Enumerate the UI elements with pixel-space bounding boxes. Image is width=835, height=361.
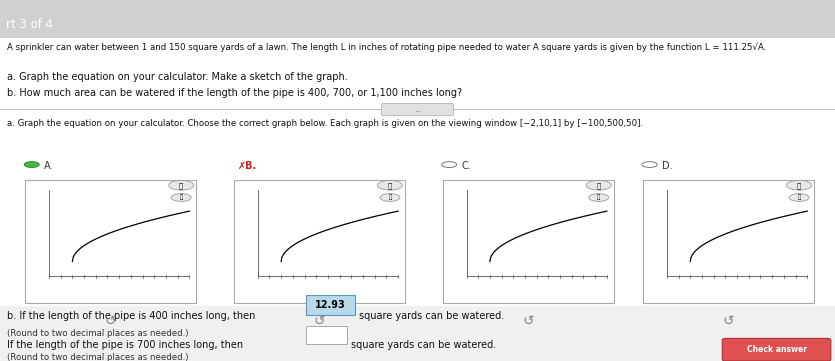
Text: 🔍: 🔍 [797, 195, 801, 200]
Circle shape [642, 162, 657, 168]
Circle shape [171, 193, 191, 201]
Text: If the length of the pipe is 700 inches long, then: If the length of the pipe is 700 inches … [7, 340, 243, 350]
Circle shape [169, 180, 194, 190]
Text: rt 3 of 4: rt 3 of 4 [6, 18, 53, 31]
FancyBboxPatch shape [722, 338, 831, 361]
Text: (Round to two decimal places as needed.): (Round to two decimal places as needed.) [7, 329, 188, 338]
FancyBboxPatch shape [306, 295, 355, 315]
Text: D.: D. [662, 161, 673, 170]
Text: 🔍: 🔍 [387, 182, 392, 188]
Circle shape [377, 180, 402, 190]
Text: ↺: ↺ [314, 314, 325, 328]
Circle shape [442, 162, 457, 168]
FancyBboxPatch shape [306, 326, 347, 344]
Text: 🔍: 🔍 [597, 195, 600, 200]
Bar [643, 180, 814, 303]
Text: 🔍: 🔍 [388, 195, 392, 200]
Text: C.: C. [462, 161, 472, 170]
Text: 12.93: 12.93 [316, 300, 346, 310]
Bar [0, 306, 835, 361]
Text: A.: A. [44, 161, 53, 170]
Text: square yards can be watered.: square yards can be watered. [359, 311, 504, 321]
Text: ↺: ↺ [105, 314, 116, 328]
Circle shape [789, 193, 809, 201]
Text: (Round to two decimal places as needed.): (Round to two decimal places as needed.) [7, 353, 188, 361]
Text: b. How much area can be watered if the length of the pipe is 400, 700, or 1,100 : b. How much area can be watered if the l… [7, 88, 462, 98]
Text: 🔍: 🔍 [179, 182, 184, 188]
Text: a. Graph the equation on your calculator. Make a sketch of the graph.: a. Graph the equation on your calculator… [7, 72, 347, 82]
Text: 🔍: 🔍 [596, 182, 601, 188]
Bar [25, 180, 196, 303]
Text: ↺: ↺ [523, 314, 534, 328]
Text: A sprinkler can water between 1 and 150 square yards of a lawn. The length L in : A sprinkler can water between 1 and 150 … [7, 43, 766, 52]
Text: b. If the length of the pipe is 400 inches long, then: b. If the length of the pipe is 400 inch… [7, 311, 255, 321]
Text: 🔍: 🔍 [797, 182, 802, 188]
Text: square yards can be watered.: square yards can be watered. [351, 340, 496, 350]
Text: ✗B.: ✗B. [238, 161, 257, 170]
FancyBboxPatch shape [382, 104, 453, 116]
Bar [443, 180, 614, 303]
Text: ↺: ↺ [723, 314, 734, 328]
Text: 🔍: 🔍 [180, 195, 183, 200]
Text: Check answer: Check answer [746, 345, 807, 354]
Circle shape [586, 180, 611, 190]
Bar [234, 180, 405, 303]
Circle shape [589, 193, 609, 201]
Text: a. Graph the equation on your calculator. Choose the correct graph below. Each g: a. Graph the equation on your calculator… [7, 119, 643, 128]
Text: ...: ... [414, 105, 421, 114]
Circle shape [380, 193, 400, 201]
Circle shape [787, 180, 812, 190]
Circle shape [24, 162, 39, 168]
